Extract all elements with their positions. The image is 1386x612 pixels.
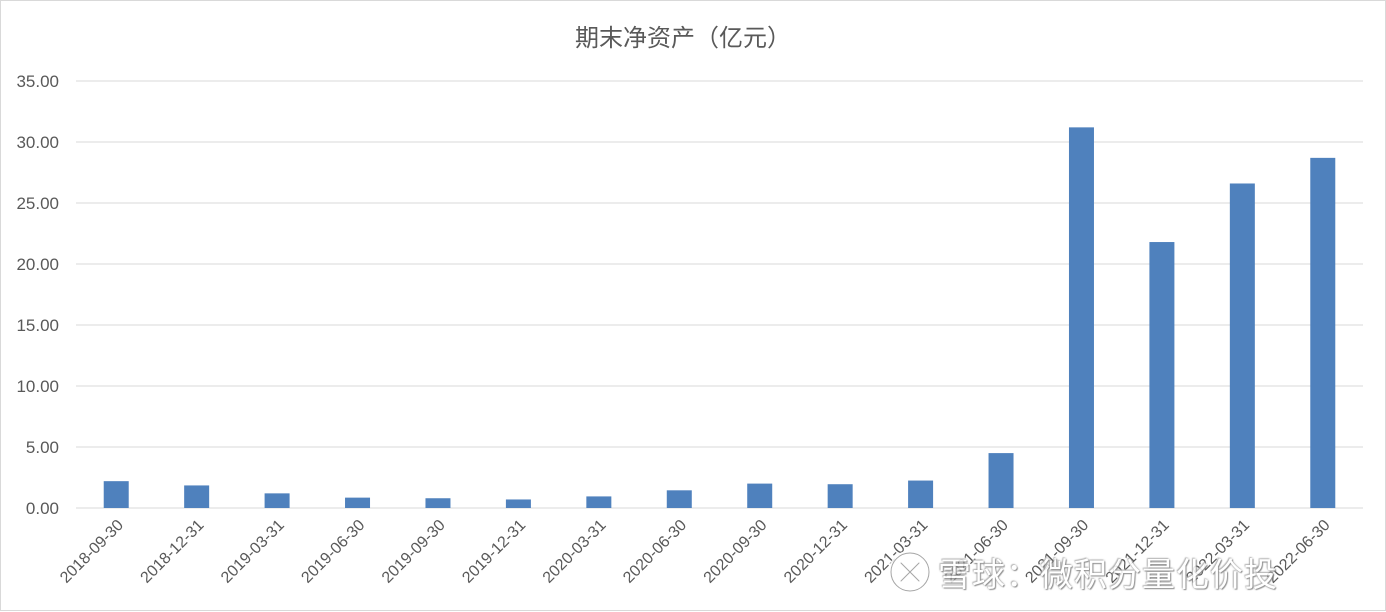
gridlines xyxy=(76,80,1363,509)
y-tick-label: 5.00 xyxy=(26,438,59,457)
watermark-text: 雪球：微积分量化价投 xyxy=(938,555,1278,594)
bar xyxy=(988,453,1014,508)
bar xyxy=(908,480,934,508)
x-tick-label: 2019-06-30 xyxy=(298,517,368,587)
chart-title: 期末净资产（亿元） xyxy=(575,24,791,52)
x-tick-label: 2020-09-30 xyxy=(701,517,771,587)
watermark: 雪球：微积分量化价投 xyxy=(888,548,1278,596)
y-tick-label: 25.00 xyxy=(16,194,59,213)
bar xyxy=(586,496,612,508)
bar xyxy=(1229,183,1255,509)
bar xyxy=(345,497,371,508)
bar xyxy=(1310,157,1336,509)
bar xyxy=(1149,242,1175,509)
bar xyxy=(827,484,853,508)
x-tick-label: 2020-06-30 xyxy=(620,517,690,587)
y-tick-label: 15.00 xyxy=(16,316,59,335)
y-tick-label: 35.00 xyxy=(16,72,59,91)
bar xyxy=(747,483,773,508)
y-tick-label: 0.00 xyxy=(26,499,59,518)
bar xyxy=(103,481,129,508)
x-tick-label: 2020-03-31 xyxy=(540,517,610,587)
bar xyxy=(666,490,692,508)
y-tick-label: 20.00 xyxy=(16,255,59,274)
x-tick-label: 2018-09-30 xyxy=(57,517,127,587)
y-axis-ticks: 0.00 5.00 10.00 15.00 20.00 25.00 30.00 35.00 xyxy=(16,72,59,518)
bar xyxy=(425,498,451,508)
x-tick-label: 2019-12-31 xyxy=(459,517,529,587)
bar xyxy=(505,499,531,508)
x-tick-label: 2020-12-31 xyxy=(781,517,851,587)
x-tick-label: 2018-12-31 xyxy=(138,517,208,587)
bar xyxy=(264,493,290,508)
x-tick-label: 2019-09-30 xyxy=(379,517,449,587)
bars xyxy=(103,127,1336,509)
bar xyxy=(1068,127,1094,509)
x-tick-label: 2019-03-31 xyxy=(218,517,288,587)
snowball-logo-icon xyxy=(888,550,932,594)
y-tick-label: 30.00 xyxy=(16,133,59,152)
y-tick-label: 10.00 xyxy=(16,377,59,396)
bar xyxy=(184,485,210,508)
